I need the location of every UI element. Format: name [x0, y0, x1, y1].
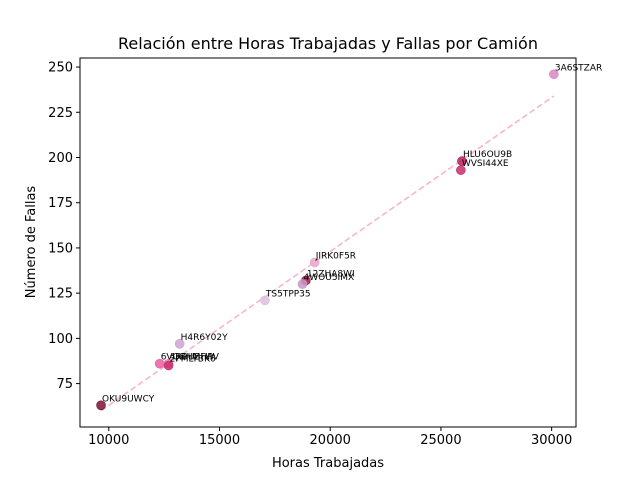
data-point: [96, 400, 106, 411]
x-tick-label: 10000: [88, 433, 129, 448]
points-layer: [96, 69, 559, 411]
data-point: [163, 360, 174, 371]
y-tick-label: 150: [48, 241, 73, 256]
point-label: 3A6STZAR: [555, 63, 602, 73]
data-point: [260, 295, 270, 306]
x-axis-label: Horas Trabajadas: [272, 456, 384, 471]
data-point: [309, 257, 320, 268]
plot-frame: [79, 57, 577, 428]
x-tick-label: 20000: [310, 433, 351, 448]
data-point: [549, 69, 559, 80]
trendline: [100, 95, 555, 412]
y-tick-label: 250: [48, 61, 73, 76]
y-ticks: 75 100 125 150 175 200 225 250: [48, 61, 80, 392]
point-label: 6VQBHMFW: [161, 353, 215, 363]
data-point: [174, 338, 185, 349]
y-tick-label: 175: [48, 196, 73, 211]
y-tick-label: 75: [56, 377, 73, 392]
point-label: WVSI44XE: [462, 159, 509, 169]
data-point: [456, 165, 466, 175]
y-tick-label: 200: [48, 151, 73, 166]
point-label: OKU9UWCY: [102, 394, 155, 404]
chart-title: Relación entre Horas Trabajadas y Fallas…: [118, 34, 538, 53]
point-label: 12ZHA8WI: [307, 269, 355, 279]
y-tick-label: 225: [48, 106, 73, 121]
point-label: 4RRUBHPV: [170, 353, 220, 363]
point-label: 2PMLYBK6: [170, 355, 216, 365]
point-label: JIRK0F5R: [315, 251, 356, 261]
y-axis-label: Número de Fallas: [24, 186, 39, 299]
point-label: H4R6Y02Y: [181, 333, 228, 343]
point-label: 4WOU5IMX: [304, 273, 355, 283]
x-ticks: 10000 15000 20000 25000 30000: [88, 427, 572, 448]
data-point: [297, 279, 308, 289]
point-label: HLU6OU9B: [463, 150, 512, 160]
y-tick-label: 125: [48, 287, 73, 302]
x-tick-label: 30000: [531, 433, 572, 448]
plot-background: [80, 58, 576, 427]
point-label: TS5TPP35: [265, 289, 311, 299]
trendline-layer: [100, 95, 555, 412]
x-tick-label: 15000: [199, 433, 240, 448]
x-tick-label: 25000: [420, 433, 461, 448]
y-tick-label: 100: [48, 332, 73, 347]
